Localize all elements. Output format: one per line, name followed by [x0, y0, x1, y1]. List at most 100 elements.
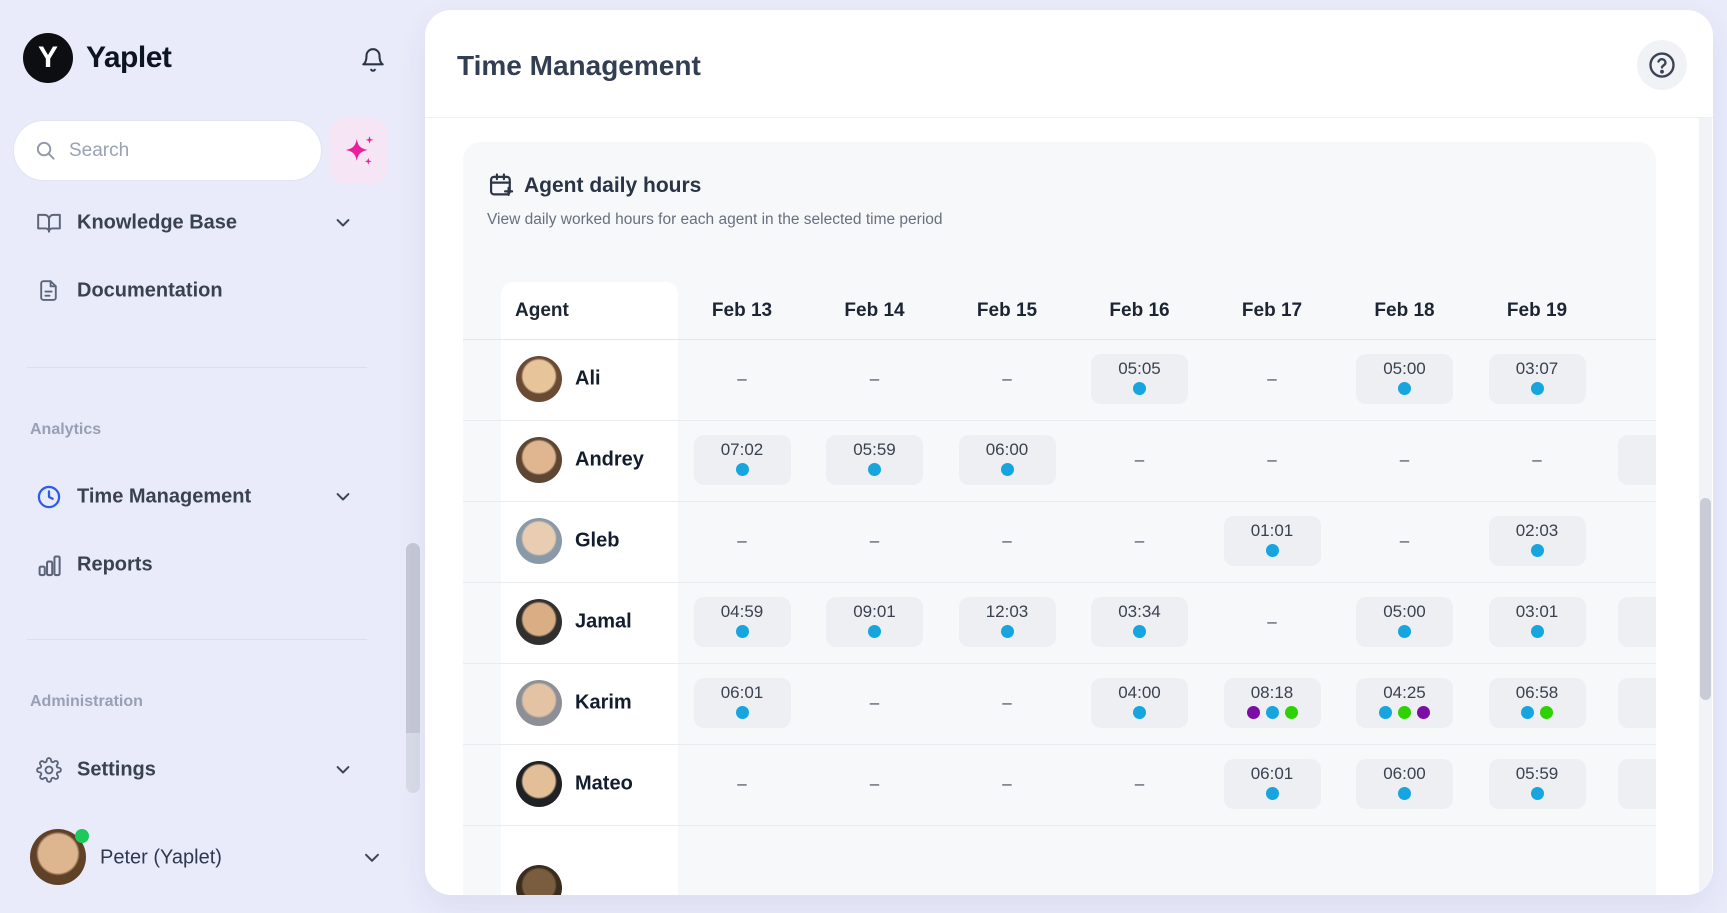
search-input[interactable]: [69, 139, 289, 162]
time-cell[interactable]: 07:02: [693, 435, 791, 485]
time-cell-partial[interactable]: [1618, 759, 1656, 809]
empty-cell: –: [1134, 774, 1145, 793]
row-separator: [463, 501, 1656, 502]
worked-time: 06:00: [985, 440, 1029, 459]
blue-status-dot: [1133, 706, 1146, 719]
blue-status-dot: [868, 625, 881, 638]
time-cell[interactable]: 05:00: [1356, 354, 1453, 404]
sidebar-item-settings[interactable]: Settings: [0, 750, 390, 790]
chevron-down-icon: [333, 213, 353, 233]
empty-cell: –: [1134, 531, 1145, 550]
time-cell[interactable]: 09:01: [826, 597, 923, 647]
time-cell[interactable]: 04:00: [1091, 678, 1188, 728]
worked-time: 04:59: [720, 602, 764, 621]
agent-name: Gleb: [575, 529, 620, 552]
sidebar-divider: [27, 367, 367, 368]
empty-cell: –: [1002, 693, 1012, 712]
empty-cell: –: [737, 531, 747, 550]
agent-name: Karim: [575, 691, 632, 714]
worked-time: 05:00: [1383, 359, 1426, 378]
sidebar: Y Yaplet Knowledge Base: [0, 0, 425, 913]
time-cell[interactable]: 08:18: [1223, 678, 1321, 728]
search-box[interactable]: [13, 120, 322, 181]
main-scrollbar-thumb[interactable]: [1700, 498, 1711, 700]
time-cell-partial[interactable]: [1618, 597, 1656, 647]
worked-time: 04:00: [1118, 683, 1161, 702]
notifications-bell-icon[interactable]: [360, 46, 386, 74]
blue-status-dot: [868, 463, 881, 476]
main-panel: Time Management Agent daily hours View d…: [425, 10, 1713, 895]
time-cell[interactable]: 05:59: [826, 435, 923, 485]
date-header: Feb 15: [976, 300, 1038, 321]
worked-time: 04:25: [1383, 683, 1426, 702]
worked-time: 06:01: [720, 683, 764, 702]
document-icon: [36, 278, 62, 304]
time-cell[interactable]: 06:01: [693, 678, 791, 728]
worked-time: 09:01: [853, 602, 896, 621]
time-cell[interactable]: 06:00: [1356, 759, 1453, 809]
status-dots: [1489, 625, 1586, 638]
worked-time: 06:01: [1250, 764, 1294, 783]
time-cell[interactable]: 05:05: [1091, 354, 1188, 404]
blue-status-dot: [1398, 787, 1411, 800]
row-separator: [463, 420, 1656, 421]
worked-time: 02:03: [1515, 521, 1559, 540]
status-dots: [694, 463, 791, 476]
time-cell[interactable]: 01:01: [1223, 516, 1321, 566]
search-icon: [34, 139, 57, 162]
time-cell[interactable]: 06:01: [1223, 759, 1321, 809]
status-dots: [694, 625, 791, 638]
sidebar-item-documentation[interactable]: Documentation: [0, 271, 390, 311]
status-dots: [1091, 625, 1188, 638]
worked-time: 05:05: [1118, 359, 1161, 378]
sidebar-item-time-management[interactable]: Time Management: [0, 477, 390, 517]
agent-avatar: [516, 761, 562, 807]
time-cell[interactable]: 06:00: [958, 435, 1056, 485]
agent-name: Andrey: [575, 448, 644, 471]
sparkles-icon: [341, 132, 377, 170]
agent-column-header: Agent: [515, 300, 569, 321]
header-divider: [425, 117, 1713, 118]
table-header-divider: [463, 339, 1656, 340]
sidebar-item-label: Time Management: [77, 485, 252, 508]
time-cell[interactable]: 03:07: [1488, 354, 1586, 404]
sidebar-item-knowledge-base[interactable]: Knowledge Base: [0, 203, 390, 243]
time-cell[interactable]: 06:58: [1488, 678, 1586, 728]
sidebar-item-reports[interactable]: Reports: [0, 545, 390, 585]
date-header: Feb 18: [1374, 300, 1435, 321]
ai-assistant-button[interactable]: [330, 118, 388, 184]
time-cell-partial[interactable]: [1618, 678, 1656, 728]
sidebar-item-label: Settings: [77, 758, 156, 781]
agent-name: Ali: [575, 367, 601, 390]
brand-name: Yaplet: [86, 41, 172, 74]
time-cell[interactable]: 04:59: [693, 597, 791, 647]
time-cell[interactable]: 03:34: [1091, 597, 1188, 647]
time-cell[interactable]: 03:01: [1488, 597, 1586, 647]
status-dots: [1091, 706, 1188, 719]
user-menu[interactable]: Peter (Yaplet): [0, 826, 400, 890]
row-separator: [463, 582, 1656, 583]
empty-cell: –: [1267, 612, 1277, 631]
sidebar-scrollbar-thumb[interactable]: [406, 543, 420, 793]
green-status-dot: [1540, 706, 1553, 719]
time-cell[interactable]: 02:03: [1488, 516, 1586, 566]
status-dots: [1489, 382, 1586, 395]
empty-cell: –: [1267, 369, 1277, 388]
time-cell[interactable]: 12:03: [958, 597, 1056, 647]
time-cell[interactable]: 05:59: [1488, 759, 1586, 809]
date-header: Feb 14: [844, 300, 905, 321]
status-dots: [826, 463, 923, 476]
time-cell[interactable]: 05:00: [1356, 597, 1453, 647]
blue-status-dot: [1379, 706, 1392, 719]
time-cell[interactable]: 04:25: [1356, 678, 1453, 728]
blue-status-dot: [1133, 625, 1146, 638]
status-dots: [1091, 382, 1188, 395]
worked-time: 06:00: [1383, 764, 1426, 783]
empty-cell: –: [1532, 450, 1542, 469]
blue-status-dot: [735, 625, 749, 638]
status-dots: [1489, 706, 1586, 719]
agent-avatar: [516, 680, 562, 726]
time-cell-partial[interactable]: [1618, 435, 1656, 485]
help-button[interactable]: [1637, 40, 1687, 90]
row-separator: [463, 825, 1656, 826]
